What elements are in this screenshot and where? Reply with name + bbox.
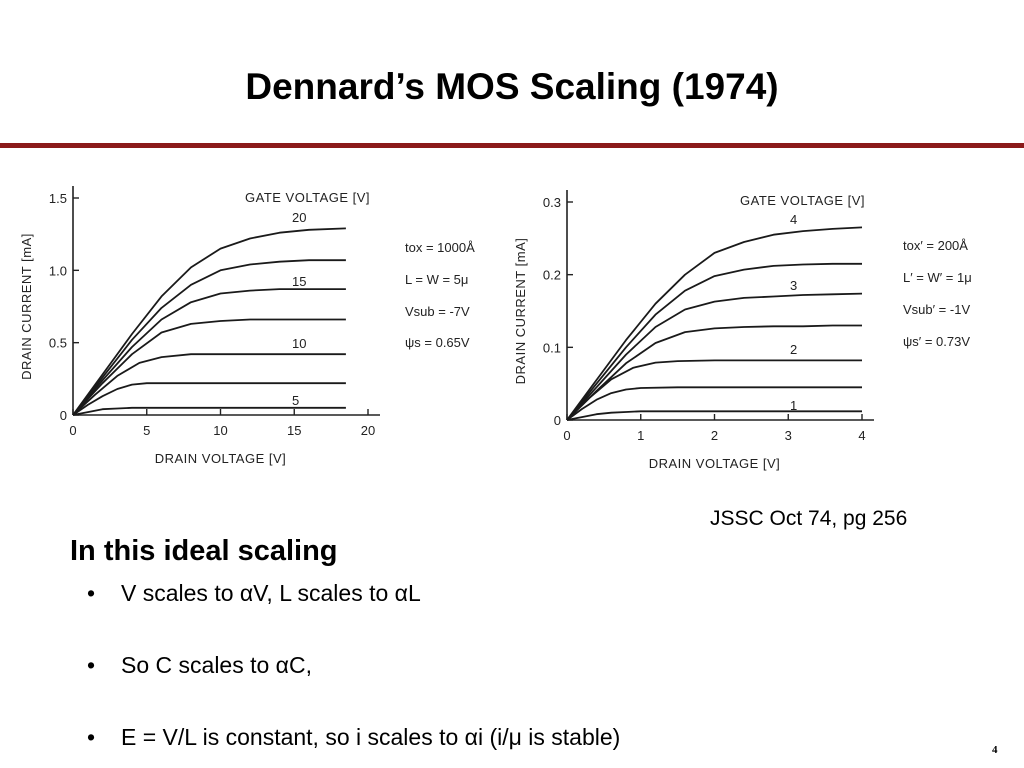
bullet-item: • E = V/L is constant, so i scales to αi …	[87, 724, 620, 751]
legend-title: GATE VOLTAGE [V]	[245, 190, 370, 205]
citation: JSSC Oct 74, pg 256	[710, 507, 908, 530]
series-line	[566, 292, 863, 421]
x-tick-label: 1	[637, 428, 644, 443]
curve-label: 10	[292, 336, 306, 351]
y-tick-label: 0.1	[543, 340, 561, 355]
y-tick-label: 0	[60, 408, 67, 423]
x-axis-label: DRAIN VOLTAGE [V]	[649, 456, 781, 471]
bullet-symbol: •	[87, 652, 96, 678]
bullet-text: V scales to αV, L scales to αL	[121, 580, 421, 606]
curve-label: 3	[790, 278, 797, 293]
device-parameter: ψs′ = 0.73V	[903, 334, 970, 349]
series-line	[72, 318, 346, 416]
x-axis-label: DRAIN VOLTAGE [V]	[155, 451, 287, 466]
series-line	[566, 386, 862, 421]
series-line	[566, 324, 862, 421]
series-line	[566, 262, 862, 421]
series-line	[72, 227, 346, 416]
bullet-text: E = V/L is constant, so i scales to αi (…	[121, 724, 621, 750]
bullet-symbol: •	[87, 724, 96, 750]
y-tick-label: 1.0	[49, 263, 67, 278]
device-parameter: tox = 1000Å	[405, 240, 475, 255]
x-tick-label: 4	[858, 428, 865, 443]
chart-left-5v: 0 5 10 15 20 0 0.5 1.0 1.5 DRAIN VOLTAGE [V] DRAIN…	[19, 186, 475, 466]
x-tick-label: 0	[69, 423, 76, 438]
device-parameter: Vsub = -7V	[405, 304, 470, 319]
series-line	[72, 406, 346, 416]
curve-label: 2	[790, 342, 797, 357]
series-line	[566, 359, 862, 421]
device-parameter: L = W = 5μ	[405, 272, 468, 287]
y-axis-label: DRAIN CURRENT [mA]	[19, 233, 34, 380]
y-tick-label: 0.2	[543, 268, 561, 283]
x-tick-label: 5	[143, 423, 150, 438]
legend-title: GATE VOLTAGE [V]	[740, 193, 865, 208]
chart-right-1v: 0 1 2 3 4 0 0.1 0.2 0.3 DRAIN VOLTAGE [V] DRAIN CU…	[513, 190, 972, 471]
title-divider	[0, 143, 1024, 148]
bullet-text: So C scales to αC,	[121, 652, 312, 678]
device-parameter: tox′ = 200Å	[903, 238, 968, 253]
x-tick-label: 3	[785, 428, 792, 443]
device-parameter: L′ = W′ = 1μ	[903, 270, 972, 285]
y-tick-label: 1.5	[49, 191, 67, 206]
y-tick-label: 0.3	[543, 195, 561, 210]
y-axis-label: DRAIN CURRENT [mA]	[513, 238, 528, 385]
x-tick-label: 20	[361, 423, 375, 438]
curve-label: 1	[790, 398, 797, 413]
x-tick-label: 10	[213, 423, 227, 438]
device-parameter: Vsub′ = -1V	[903, 302, 970, 317]
bullet-item: • V scales to αV, L scales to αL	[87, 580, 421, 607]
y-tick-label: 0	[554, 413, 561, 428]
curve-label: 15	[292, 274, 306, 289]
device-parameter: ψs = 0.65V	[405, 335, 470, 350]
series-line	[72, 353, 346, 416]
bullet-symbol: •	[87, 580, 96, 606]
x-tick-label: 0	[563, 428, 570, 443]
bullet-item: • So C scales to αC,	[87, 652, 312, 679]
curve-label: 5	[292, 393, 299, 408]
series-line	[566, 226, 863, 421]
series-line	[566, 410, 862, 421]
slide-title: Dennard’s MOS Scaling (1974)	[245, 66, 779, 107]
series-line	[72, 288, 346, 416]
series-line	[72, 259, 346, 416]
curve-label: 20	[292, 210, 306, 225]
page-number: 4	[992, 744, 998, 756]
section-heading: In this ideal scaling	[70, 535, 338, 567]
series-line	[72, 382, 346, 416]
x-tick-label: 15	[287, 423, 301, 438]
x-tick-label: 2	[711, 428, 718, 443]
y-tick-label: 0.5	[49, 336, 67, 351]
curve-label: 4	[790, 212, 797, 227]
